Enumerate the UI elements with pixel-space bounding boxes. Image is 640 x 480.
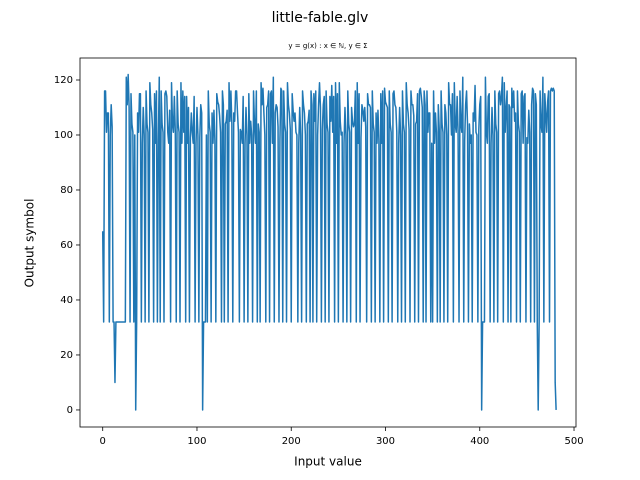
y-tick-label: 20 xyxy=(60,350,73,361)
y-tick-label: 120 xyxy=(54,75,73,86)
data-line xyxy=(101,73,557,411)
x-tick-label: 100 xyxy=(187,436,206,447)
axes-frame xyxy=(79,57,577,428)
y-tick-label: 40 xyxy=(60,295,73,306)
x-axis-label: Input value xyxy=(294,455,362,469)
chart-subtitle: y = g(x) : x ∈ ℕ, y ∈ Σ xyxy=(288,42,367,50)
y-tick-label: 0 xyxy=(67,405,73,416)
x-tick-label: 300 xyxy=(376,436,395,447)
y-tick-label: 60 xyxy=(60,240,73,251)
x-tick-label: 0 xyxy=(100,436,106,447)
chart-title: little-fable.glv xyxy=(272,10,369,26)
x-tick-label: 500 xyxy=(564,436,583,447)
x-tick-label: 400 xyxy=(470,436,489,447)
y-axis-label: Output symbol xyxy=(23,199,37,288)
x-tick-label: 200 xyxy=(282,436,301,447)
y-tick-label: 100 xyxy=(54,130,73,141)
y-tick-label: 80 xyxy=(60,185,73,196)
